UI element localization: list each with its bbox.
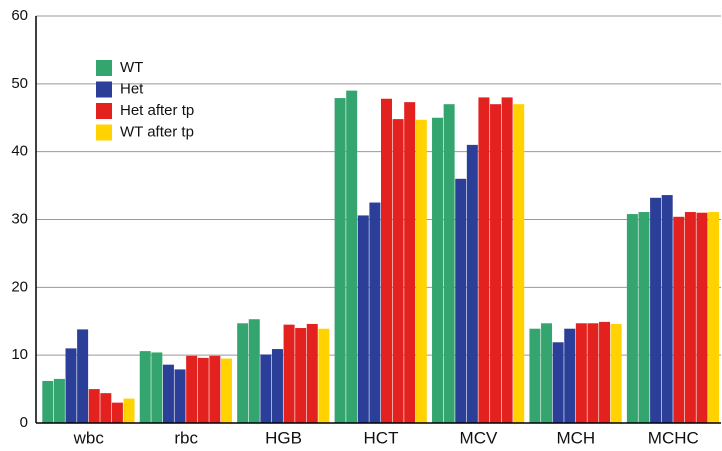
y-tick-label: 20 [11,278,28,295]
legend-label: Het after tp [120,102,194,119]
bar [65,348,77,423]
bar [415,119,427,423]
bar [306,323,318,423]
bar [443,104,455,423]
bar [587,323,599,423]
bar [529,328,541,423]
bar [53,378,65,423]
y-tick-label: 50 [11,75,28,92]
bar [197,357,209,423]
bar [513,104,525,423]
legend-label: Het [120,80,144,97]
legend-label: WT after tp [120,123,194,140]
bar [684,212,696,423]
bar [162,364,174,423]
bar [334,98,346,423]
x-tick-label: MCHC [648,428,699,447]
y-tick-label: 10 [11,346,28,363]
bar [626,214,638,423]
x-tick-label: MCH [556,428,595,447]
bar [455,178,467,423]
bar [123,398,135,423]
bar [111,402,123,423]
bar [237,323,249,423]
bar [77,329,89,423]
bar [404,102,416,424]
bar [318,328,330,423]
bar [541,323,553,423]
legend-swatch [96,103,112,119]
bar [186,355,198,423]
x-tick-label: MCV [460,428,498,447]
bar [151,352,163,423]
y-tick-label: 30 [11,210,28,227]
bar [174,369,186,423]
legend-swatch [96,60,112,76]
bar [575,323,587,423]
bar [100,393,112,423]
bar [650,197,662,423]
bar [501,97,513,424]
bar [295,328,307,423]
bar [638,212,650,423]
bar [392,119,404,424]
bar [552,342,564,423]
bar [271,349,283,423]
bar [381,98,392,424]
x-tick-label: HCT [364,428,399,447]
bar [369,202,381,423]
bar [478,97,490,424]
bar [599,321,611,423]
bar [139,351,151,423]
bar [564,328,576,423]
bar [490,104,502,423]
x-tick-label: HGB [265,428,302,447]
bar [696,212,708,423]
bar [248,319,260,423]
bar [661,195,673,423]
y-tick-label: 40 [11,143,28,160]
bar [610,323,622,423]
legend-swatch [96,81,112,98]
bar [346,90,358,423]
bar [357,215,369,423]
legend-label: WT [120,59,143,76]
bar [260,354,272,423]
bar [466,144,478,423]
y-tick-label: 0 [20,414,28,431]
bar [283,324,295,423]
bar [42,380,54,423]
bar [673,216,685,423]
bar [88,389,100,423]
bar [708,212,720,423]
x-tick-label: rbc [174,428,198,447]
legend-swatch [96,124,112,141]
bar [432,117,444,423]
x-tick-label: wbc [73,428,105,447]
bar [209,355,221,423]
bar [220,358,232,423]
y-tick-label: 60 [11,7,28,24]
